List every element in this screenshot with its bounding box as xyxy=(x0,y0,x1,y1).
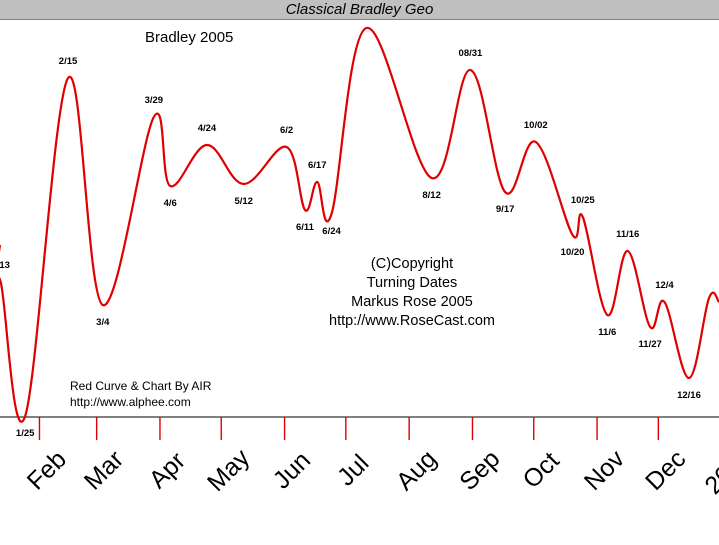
month-tick-label: Apr xyxy=(144,447,191,494)
turning-point-label: 9/17 xyxy=(496,204,515,215)
turning-point-label: 10/02 xyxy=(524,120,548,131)
turning-point-label: 12/4 xyxy=(655,280,674,291)
turning-point-label: 3/29 xyxy=(145,95,164,106)
turning-point-label: 6/11 xyxy=(296,222,315,233)
turning-point-label: 10/20 xyxy=(561,247,585,258)
month-tick-label: Nov xyxy=(579,444,631,496)
turning-point-label: 11/16 xyxy=(616,229,639,240)
month-tick-label: Aug xyxy=(391,445,442,496)
month-tick-label: Mar xyxy=(79,445,129,495)
turning-point-label: 5/12 xyxy=(234,196,253,207)
credit-line: Red Curve & Chart By AIR xyxy=(70,379,212,393)
chart-title: Classical Bradley Geo xyxy=(0,0,719,20)
copyright-line: Markus Rose 2005 xyxy=(351,294,473,310)
turning-point-label: 6/24 xyxy=(322,226,341,237)
credit-url: http://www.alphee.com xyxy=(70,395,191,409)
copyright-line: (C)Copyright xyxy=(371,256,453,272)
turning-point-label: 1/25 xyxy=(16,428,35,439)
turning-point-label: 11/27 xyxy=(639,339,662,350)
turning-point-label: 4/6 xyxy=(164,198,177,209)
series-label: Bradley 2005 xyxy=(145,29,233,46)
month-tick-label: Jul xyxy=(332,449,374,491)
month-tick-label: Oct xyxy=(517,447,564,494)
month-tick-label: 2006 xyxy=(699,441,719,500)
month-tick-label: Sep xyxy=(454,445,505,496)
month-tick-label: Feb xyxy=(22,445,72,495)
month-tick-label: Dec xyxy=(640,445,691,496)
turning-point-label: 1/13 xyxy=(0,260,10,271)
turning-point-label: 11/6 xyxy=(598,327,616,338)
turning-point-label: 12/16 xyxy=(677,390,701,401)
turning-point-labels: 1/91/131/252/153/43/294/64/245/126/26/11… xyxy=(0,48,701,439)
x-axis: Feb Mar Apr May Jun Jul Aug Sep Oct Nov Dec 2006 xyxy=(0,416,719,500)
month-tick-label: May xyxy=(202,443,256,497)
month-tick-label: Jun xyxy=(268,446,316,494)
copyright-url: http://www.RoseCast.com xyxy=(329,313,495,329)
copyright-line: Turning Dates xyxy=(367,275,458,291)
turning-point-label: 8/12 xyxy=(422,190,441,201)
turning-point-label: 6/2 xyxy=(280,125,293,136)
turning-point-label: 4/24 xyxy=(198,123,217,134)
turning-point-label: 08/31 xyxy=(459,48,483,59)
turning-point-label: 6/17 xyxy=(308,160,327,171)
bradley-curve xyxy=(0,26,719,423)
credit-block: Red Curve & Chart By AIR http://www.alph… xyxy=(70,379,212,409)
turning-point-label: 3/4 xyxy=(96,317,110,328)
turning-point-label: 2/15 xyxy=(59,56,78,67)
turning-point-label: 10/25 xyxy=(571,195,595,206)
copyright-block: (C)Copyright Turning Dates Markus Rose 2… xyxy=(329,256,495,329)
